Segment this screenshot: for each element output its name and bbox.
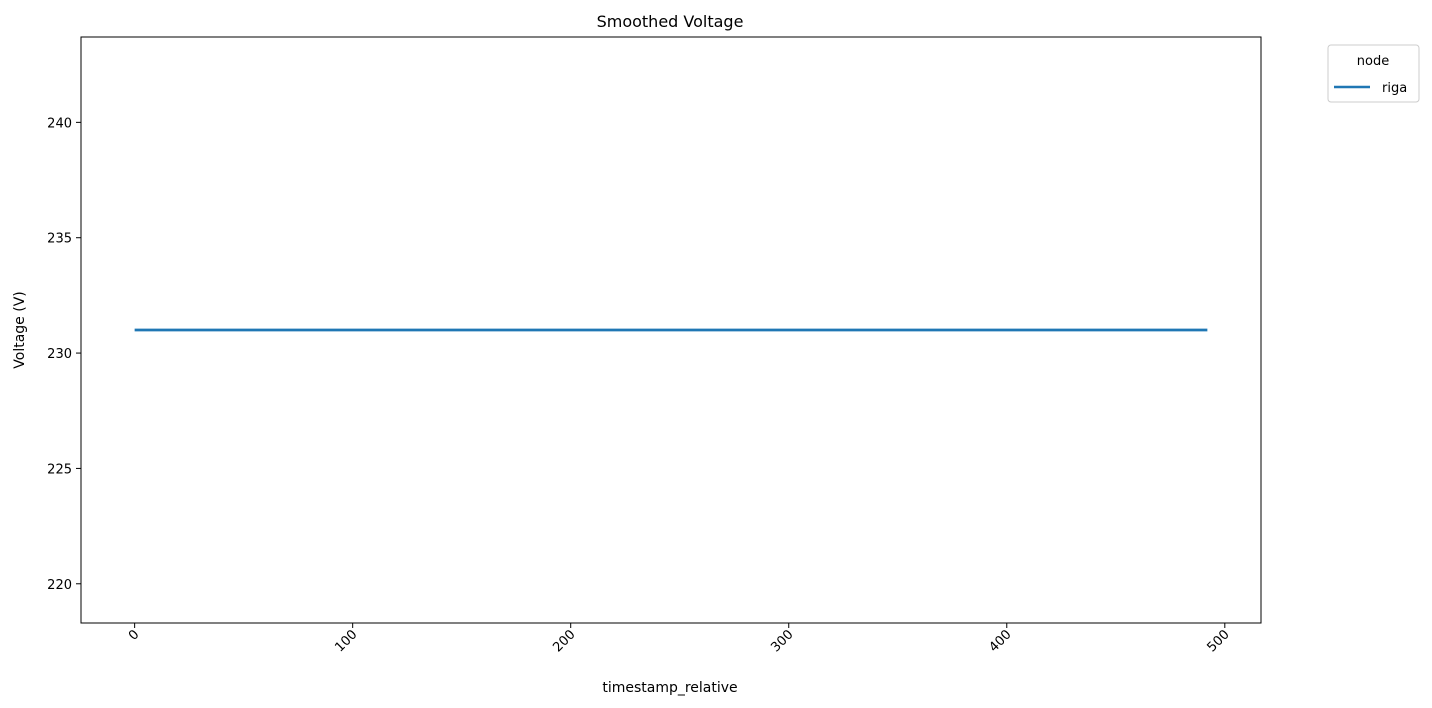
y-tick-label: 240 bbox=[47, 116, 72, 131]
y-tick-label: 220 bbox=[47, 578, 72, 593]
y-axis-ticks: 220 225 230 235 240 bbox=[47, 116, 81, 593]
x-axis-ticks: 0 100 200 300 400 500 bbox=[126, 623, 1233, 655]
plot-area-frame bbox=[80, 36, 1262, 624]
x-tick-label: 300 bbox=[768, 627, 796, 655]
x-axis-label: timestamp_relative bbox=[602, 680, 737, 696]
chart-title: Smoothed Voltage bbox=[597, 12, 744, 31]
x-tick-label: 200 bbox=[550, 627, 578, 655]
x-tick-label: 400 bbox=[986, 627, 1014, 655]
x-tick-label: 500 bbox=[1204, 627, 1232, 655]
legend: node riga bbox=[1327, 44, 1420, 103]
legend-title: node bbox=[1357, 54, 1389, 69]
x-tick-label: 100 bbox=[332, 627, 360, 655]
y-axis-label: Voltage (V) bbox=[12, 291, 28, 368]
x-tick-label: 0 bbox=[126, 627, 142, 643]
y-tick-label: 230 bbox=[47, 347, 72, 362]
y-tick-label: 225 bbox=[47, 462, 72, 477]
y-tick-label: 235 bbox=[47, 232, 72, 247]
legend-entry-riga: riga bbox=[1382, 81, 1407, 96]
